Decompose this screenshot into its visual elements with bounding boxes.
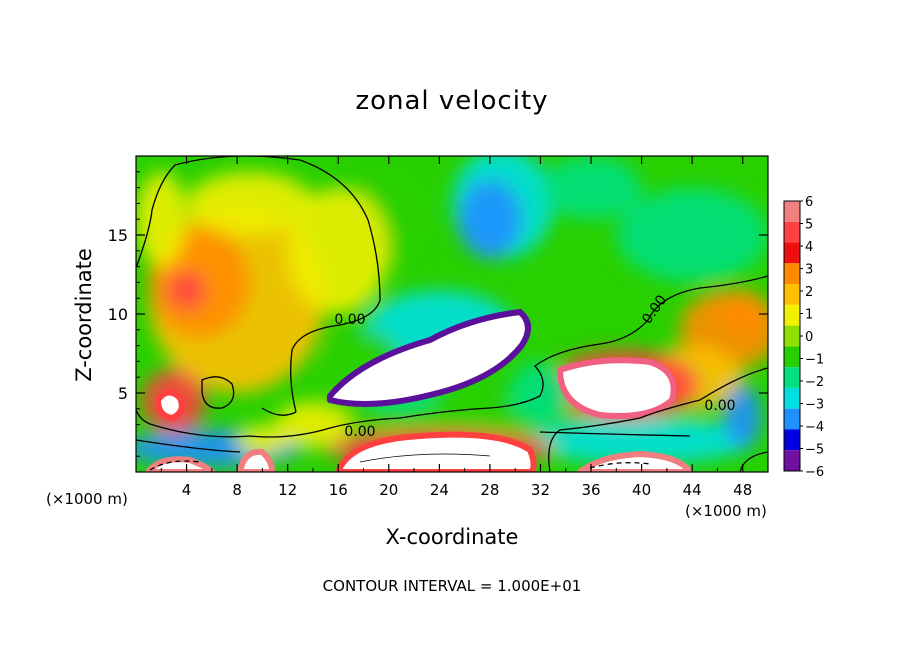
negative-contour	[589, 462, 651, 469]
field-region	[237, 424, 288, 457]
field-region	[167, 271, 206, 310]
zero-contour	[548, 367, 768, 472]
colorbar-swatch	[784, 242, 800, 264]
x-axis-label: X-coordinate	[385, 525, 519, 549]
saturated-core	[237, 448, 275, 472]
colorbar-label: −6	[805, 465, 824, 480]
colorbar-swatch	[784, 450, 800, 471]
x-tick-label: 44	[683, 481, 702, 499]
colorbar-label: 5	[805, 218, 813, 233]
colorbar-label: 3	[805, 263, 813, 278]
zero-contour	[539, 431, 691, 437]
x-unit-label-right: (×1000 m)	[685, 502, 767, 520]
zero-contour-label: 0.00	[344, 424, 375, 440]
zero-contour-label: 0.00	[334, 312, 365, 328]
colorbar-label: −1	[805, 353, 824, 368]
field-region	[717, 290, 768, 338]
negative-contour	[149, 460, 201, 471]
colorbar-label: −5	[805, 443, 824, 458]
saturated-core	[335, 431, 537, 472]
field-region	[287, 187, 389, 314]
colorbar-swatch	[784, 304, 800, 326]
colorbar-label: 2	[805, 285, 813, 300]
zero-contour	[201, 376, 235, 409]
colorbar-swatch	[784, 367, 800, 388]
y-tick-label: 10	[108, 305, 128, 324]
x-tick-label: 8	[232, 481, 242, 499]
positive-contour	[359, 453, 491, 463]
colorbar-swatch	[784, 346, 800, 368]
y-tick-label: 5	[118, 384, 128, 403]
saturated-core	[557, 357, 677, 419]
zero-contour	[261, 407, 297, 416]
colorbar-label: 4	[805, 240, 813, 255]
colorbar-label: −3	[805, 398, 824, 413]
field-region	[136, 171, 187, 267]
x-tick-label: 40	[632, 481, 651, 499]
field-region	[723, 385, 762, 449]
colorbar-swatch	[784, 387, 800, 409]
velocity-field	[136, 156, 768, 472]
colorbar-label: −2	[805, 375, 824, 390]
x-tick-label: 24	[430, 481, 449, 499]
x-tick-label: 4	[182, 481, 192, 499]
y-tick-label: 15	[108, 226, 128, 245]
colorbar-swatch	[784, 284, 800, 305]
field-region	[527, 416, 756, 465]
field-region	[186, 171, 313, 235]
colorbar-swatch	[784, 221, 800, 243]
colorbar-label: 6	[805, 195, 813, 210]
field-region	[458, 179, 522, 259]
x-unit-label-left: (×1000 m)	[46, 490, 128, 508]
saturated-core	[155, 389, 185, 421]
colorbar-swatch	[784, 429, 800, 451]
colorbar-label: 0	[805, 330, 813, 345]
x-tick-label: 20	[379, 481, 398, 499]
x-tick-label: 12	[278, 481, 297, 499]
zero-contour	[136, 156, 381, 413]
zero-contour	[136, 439, 241, 453]
field-region	[616, 187, 768, 283]
contour-interval-note: CONTOUR INTERVAL = 1.000E+01	[322, 577, 582, 595]
saturated-core	[327, 309, 531, 407]
zero-contours	[136, 156, 768, 472]
x-tick-label: 32	[531, 481, 550, 499]
zero-contour	[136, 275, 768, 438]
colorbar-swatch	[784, 408, 800, 430]
colorbar-swatch	[784, 263, 800, 285]
x-tick-label: 48	[733, 481, 752, 499]
colorbar-swatch	[784, 201, 800, 222]
field-region	[540, 156, 642, 220]
field-region	[508, 361, 573, 425]
colorbar-label: 1	[805, 308, 813, 323]
x-tick-label: 36	[581, 481, 600, 499]
zero-contour	[739, 451, 768, 472]
saturated-core	[145, 456, 215, 472]
x-tick-label: 16	[329, 481, 348, 499]
zero-contour-label: 0.00	[704, 398, 735, 414]
chart-title: zonal velocity	[355, 86, 549, 116]
colorbar-label: −4	[805, 420, 824, 435]
x-tick-label: 28	[480, 481, 499, 499]
colorbar-swatch	[784, 325, 800, 347]
